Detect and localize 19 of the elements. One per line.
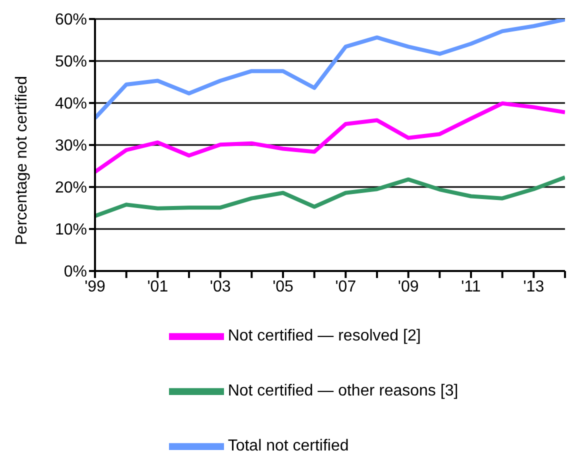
x-tick-label: '07 [335,278,356,296]
x-tick-label: '05 [272,278,294,296]
x-tick-label: '99 [84,278,106,296]
x-tick-label: '09 [398,278,419,296]
legend-label: Total not certified [228,438,349,455]
y-tick-label: 50% [54,54,87,71]
y-tick-label: 30% [54,138,87,155]
y-tick-label: 60% [54,12,87,29]
x-tick-label: '01 [147,278,168,296]
x-tick-label: '03 [210,278,231,296]
legend-label: Not certified — resolved [2] [228,328,421,345]
y-tick-label: 0% [64,264,87,281]
y-tick-label: 40% [54,96,87,113]
x-tick-label: '11 [461,278,481,296]
y-tick-label: 10% [54,222,87,239]
x-tick-label: '13 [523,278,544,296]
legend-label: Not certified — other reasons [3] [228,382,458,400]
y-tick-label: 20% [54,180,87,197]
y-axis-title: Percentage not certified [14,76,31,245]
